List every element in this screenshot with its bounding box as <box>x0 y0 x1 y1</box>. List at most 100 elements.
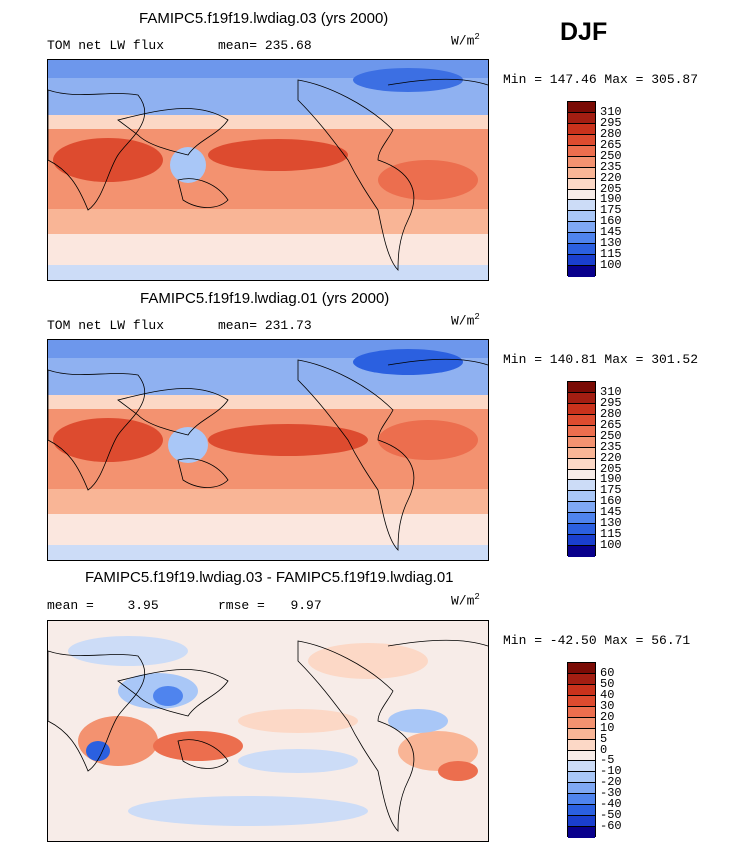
colorbar-tick-label: 250 <box>600 428 622 443</box>
colorbar-cell <box>568 695 595 707</box>
diff-red-1 <box>308 643 428 679</box>
season-label: DJF <box>560 18 608 46</box>
colorbar-tick-label: 30 <box>600 698 615 713</box>
colorbar-tick-label: 280 <box>600 126 622 141</box>
colorbar-cell <box>568 761 595 773</box>
panel3-mean-value: 3.95 <box>127 598 159 613</box>
colorbar-tick-label: 10 <box>600 720 615 735</box>
colorbar-cell <box>568 200 595 212</box>
colorbar-cell <box>568 728 595 740</box>
colorbar-cell <box>568 425 595 437</box>
antarctic-band <box>48 265 488 280</box>
diff-red-3 <box>153 731 243 761</box>
colorbar-tick-label: 50 <box>600 676 615 691</box>
panel2-title: FAMIPC5.f19f19.lwdiag.01 (yrs 2000) <box>140 290 390 307</box>
diff-blue-6 <box>388 709 448 733</box>
colorbar-cell <box>568 513 595 525</box>
panel3-colorbar: 60 50 40 30 20 10 5 0 -5 -10 -20 -30 -40 -50 -60 <box>567 662 647 838</box>
panel3-mean-label: mean = <box>47 598 94 613</box>
panel1-mean: mean= 235.68 <box>218 38 312 53</box>
panel3-map <box>47 620 489 842</box>
tropic-hot-3 <box>378 420 478 460</box>
panel1-mean-value: 235.68 <box>264 38 312 53</box>
panel2-mean-value: 231.73 <box>264 318 312 333</box>
colorbar-cell <box>568 447 595 459</box>
colorbar-tick-label: 295 <box>600 395 622 410</box>
diff-red-6 <box>438 761 478 781</box>
colorbar-cell <box>568 112 595 124</box>
colorbar-tick-label: -5 <box>600 753 615 768</box>
colorbar-cell <box>568 663 595 674</box>
colorbar-tick-label: 280 <box>600 406 622 421</box>
siberia-cold <box>353 68 463 92</box>
panel3-map-svg <box>48 621 488 841</box>
colorbar-tick-label: 190 <box>600 192 622 207</box>
diff-blue-5 <box>238 749 358 773</box>
panel2-colorbar: 310 295 280 265 250 235 220 205 190 175 160 145 130 1… <box>567 381 647 557</box>
colorbar-cell <box>568 145 595 157</box>
colorbar-cell <box>568 414 595 426</box>
diff-blue-1 <box>68 636 188 666</box>
coastlines <box>48 639 488 832</box>
colorbar-cell <box>568 546 595 557</box>
panel3-rmse: rmse = 9.97 <box>218 598 322 613</box>
antarctic-band <box>48 545 488 560</box>
colorbar-cell <box>568 794 595 806</box>
colorbar-cell <box>568 123 595 135</box>
colorbar-cell <box>568 717 595 729</box>
panel3-minmax: Min = -42.50 Max = 56.71 <box>503 633 691 648</box>
tropic-hot-1 <box>53 418 163 462</box>
colorbar-cell <box>568 255 595 267</box>
panel1-minmax: Min = 147.46 Max = 305.87 <box>503 72 699 87</box>
colorbar-cell <box>568 167 595 179</box>
colorbar-tick-label: 295 <box>600 115 622 130</box>
colorbar-tick-label: 0 <box>600 742 608 757</box>
colorbar-tick-label: 205 <box>600 461 622 476</box>
colorbar-tick-label: 115 <box>600 247 622 262</box>
panel1-colorbar-box <box>567 101 596 277</box>
panel1-map-svg <box>48 60 488 280</box>
coastlines <box>48 358 488 551</box>
tropic-hot-3 <box>378 160 478 200</box>
colorbar-cell <box>568 156 595 168</box>
panel1-units: W/m2 <box>451 32 480 49</box>
diff-red-4 <box>238 709 358 733</box>
colorbar-cell <box>568 502 595 514</box>
colorbar-tick-label: 190 <box>600 472 622 487</box>
colorbar-tick-label: 175 <box>600 203 622 218</box>
colorbar-cell <box>568 211 595 223</box>
diff-blue-4 <box>86 741 110 761</box>
colorbar-tick-label: 220 <box>600 170 622 185</box>
colorbar-tick-label: 5 <box>600 731 608 746</box>
colorbar-tick-label: -30 <box>600 786 622 801</box>
panel2-units: W/m2 <box>451 312 480 329</box>
colorbar-tick-label: 235 <box>600 159 622 174</box>
colorbar-cell <box>568 178 595 190</box>
panel2-variable: TOM net LW flux <box>47 318 165 333</box>
colorbar-cell <box>568 491 595 503</box>
midlat-band <box>48 115 488 129</box>
colorbar-tick-label: 160 <box>600 494 622 509</box>
tropic-hot-2 <box>208 139 348 171</box>
colorbar-cell <box>568 134 595 146</box>
colorbar-cell <box>568 244 595 256</box>
colorbar-tick-label: 40 <box>600 687 615 702</box>
panel3-rmse-value: 9.97 <box>290 598 322 613</box>
colorbar-cell <box>568 222 595 234</box>
colorbar-tick-label: 130 <box>600 516 622 531</box>
panel2-map-svg <box>48 340 488 560</box>
panel2-minmax: Min = 140.81 Max = 301.52 <box>503 352 699 367</box>
colorbar-cell <box>568 739 595 751</box>
tropic-hot-1 <box>53 138 163 182</box>
colorbar-cell <box>568 233 595 245</box>
colorbar-cell <box>568 706 595 718</box>
colorbar-tick-label: 20 <box>600 709 615 724</box>
panel3-rmse-label: rmse = <box>218 598 265 613</box>
colorbar-tick-label: 145 <box>600 505 622 520</box>
colorbar-tick-label: 310 <box>600 104 622 119</box>
colorbar-tick-label: 130 <box>600 236 622 251</box>
colorbar-cell <box>568 480 595 492</box>
panel3-mean: mean = 3.95 <box>47 598 159 613</box>
midlat-band <box>48 395 488 409</box>
colorbar-cell <box>568 750 595 762</box>
